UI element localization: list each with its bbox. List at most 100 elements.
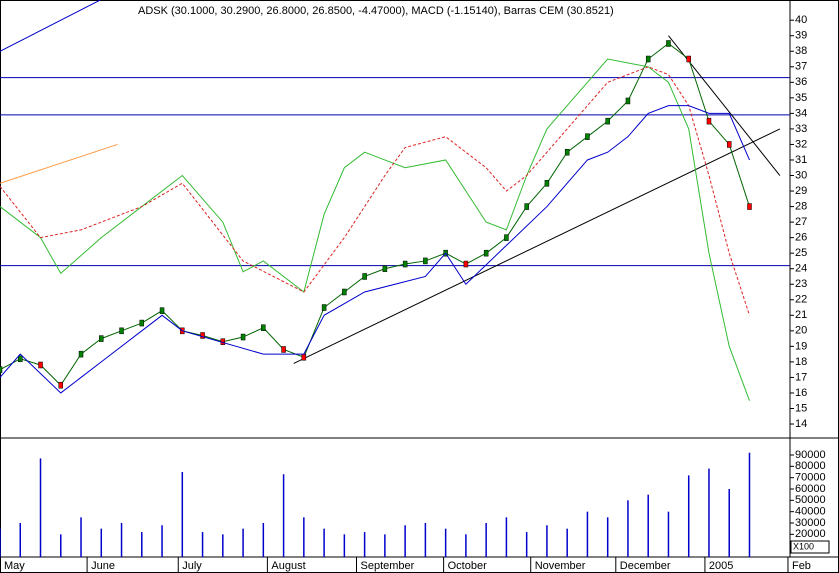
price-bar [463, 260, 469, 268]
trend-line [0, 143, 118, 184]
x-tick-label: August [271, 560, 305, 572]
y-tick-label: 16 [795, 387, 807, 399]
price-bar [483, 249, 489, 257]
y-tick-label: 17 [795, 371, 807, 383]
price-bar [38, 361, 43, 369]
volume-bar [181, 472, 184, 557]
volume-bar [586, 511, 589, 557]
volume-bar [80, 517, 82, 557]
volume-bar [120, 523, 123, 557]
volume-bar [667, 511, 670, 557]
y-tick-label: 30000 [795, 517, 826, 529]
volume-bar [60, 534, 62, 557]
x-tick-label: July [182, 560, 202, 572]
price-bar [504, 234, 509, 241]
y-tick-label: 20000 [795, 528, 826, 540]
volume-bar [242, 528, 244, 557]
y-tick-label: 22 [795, 294, 807, 306]
volume-bar [647, 494, 649, 557]
price-bar [605, 117, 610, 125]
volume-bar [444, 528, 447, 557]
x-tick-label: 2005 [709, 560, 733, 572]
volume-bar [485, 523, 487, 557]
price-bar [585, 133, 590, 140]
series-line [0, 42, 750, 386]
price-bar [726, 141, 732, 148]
price-bar [544, 180, 550, 187]
price-bar [686, 55, 691, 63]
volume-unit: X100 [793, 541, 814, 551]
volume-bar [0, 528, 1, 557]
price-bar [99, 335, 104, 342]
price-bar [747, 203, 752, 210]
volume-bar [222, 534, 224, 557]
volume-bar [384, 534, 386, 557]
y-tick-label: 40000 [795, 506, 826, 518]
y-tick-label: 32 [795, 138, 807, 150]
price-bar [18, 355, 23, 363]
y-tick-label: 24 [795, 263, 807, 275]
price-bar [342, 288, 347, 296]
y-tick-label: 21 [795, 309, 807, 321]
x-tick-label: October [448, 560, 487, 572]
y-tick-label: 35 [795, 92, 807, 104]
volume-bar [303, 517, 305, 557]
y-tick-label: 26 [795, 232, 807, 244]
y-tick-label: 37 [795, 61, 807, 73]
volume-bar [404, 525, 406, 557]
volume-bar [627, 500, 629, 557]
y-tick-label: 40 [795, 14, 807, 26]
price-bar [261, 324, 266, 331]
volume-bar [323, 528, 325, 557]
chart-title: ADSK (30.1000, 30.2900, 26.8000, 26.8500… [138, 5, 614, 17]
x-tick-label: December [620, 560, 671, 572]
y-tick-label: 19 [795, 340, 807, 352]
volume-bar [687, 475, 690, 557]
y-tick-label: 34 [795, 107, 807, 119]
price-bar [200, 332, 205, 339]
y-tick-label: 33 [795, 123, 807, 135]
volume-bar [343, 534, 346, 557]
volume-bar [161, 525, 163, 557]
volume-bar [748, 452, 751, 557]
y-tick-label: 27 [795, 216, 807, 228]
series-line [0, 66, 750, 316]
volume-bar [39, 458, 42, 557]
price-bar [625, 97, 631, 105]
unit-box [790, 540, 830, 554]
y-tick-label: 18 [795, 356, 807, 368]
volume-bar [201, 532, 204, 557]
price-bar [78, 350, 84, 358]
y-tick-label: 90000 [795, 449, 826, 461]
price-bar [666, 40, 671, 47]
price-bar [58, 381, 64, 389]
volume-bar [141, 532, 143, 557]
y-tick-label: 28 [795, 200, 807, 212]
y-tick-label: 15 [795, 402, 807, 414]
price-bar [645, 55, 651, 63]
x-tick-label: November [535, 560, 586, 572]
volume-bar [424, 523, 427, 557]
y-tick-label: 38 [795, 45, 807, 57]
price-bar [524, 203, 529, 210]
series-line [0, 58, 750, 401]
y-tick-label: 36 [795, 76, 807, 88]
volume-bar [546, 525, 548, 557]
price-bar [321, 304, 327, 311]
price-bar [139, 319, 145, 327]
y-tick-label: 60000 [795, 483, 826, 495]
price-bar [119, 327, 124, 335]
y-tick-label: 70000 [795, 472, 826, 484]
price-bar [362, 273, 367, 280]
volume-bar [525, 532, 528, 557]
volume-bar [708, 468, 710, 557]
volume-bar [282, 474, 285, 557]
price-bar [301, 353, 307, 361]
x-tick-label: September [361, 560, 415, 572]
y-tick-label: 39 [795, 30, 807, 42]
y-tick-label: 25 [795, 247, 807, 259]
volume-bar [505, 517, 508, 557]
y-tick-label: 50000 [795, 494, 826, 506]
y-tick-label: 31 [795, 154, 807, 166]
